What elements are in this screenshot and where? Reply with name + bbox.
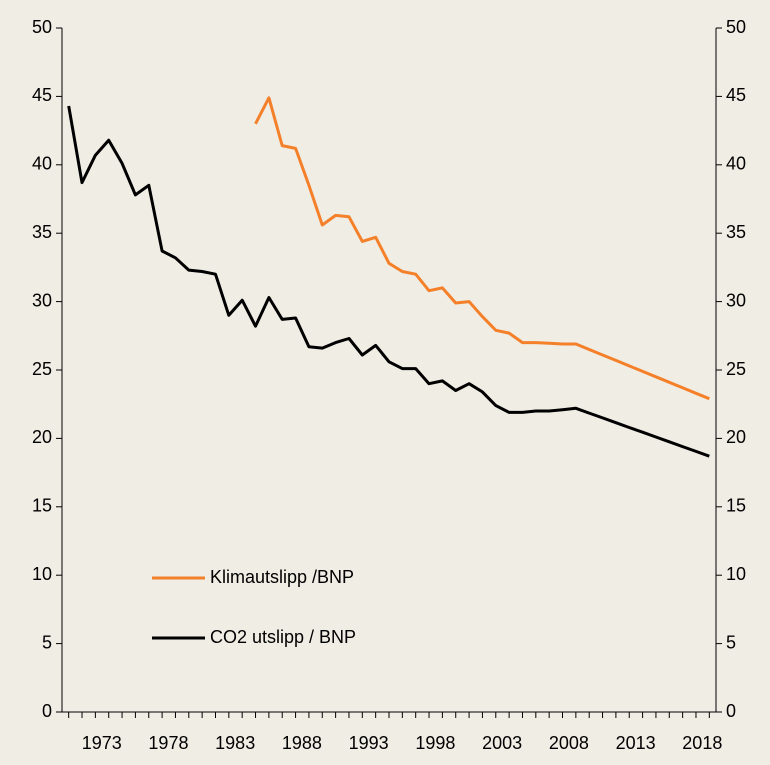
x-tick-label: 2003 bbox=[482, 733, 522, 753]
y2-tick-label: 15 bbox=[726, 496, 746, 516]
y2-tick-label: 10 bbox=[726, 564, 746, 584]
x-tick-label: 1978 bbox=[148, 733, 188, 753]
y-tick-label: 20 bbox=[32, 427, 52, 447]
y-tick-label: 45 bbox=[32, 85, 52, 105]
y-tick-label: 5 bbox=[42, 632, 52, 652]
x-tick-label: 1983 bbox=[215, 733, 255, 753]
y2-tick-label: 25 bbox=[726, 359, 746, 379]
x-tick-label: 1993 bbox=[349, 733, 389, 753]
y2-tick-label: 35 bbox=[726, 222, 746, 242]
y-tick-label: 15 bbox=[32, 496, 52, 516]
x-tick-label: 1973 bbox=[82, 733, 122, 753]
y-tick-label: 10 bbox=[32, 564, 52, 584]
y-tick-label: 40 bbox=[32, 154, 52, 174]
x-tick-label: 2008 bbox=[549, 733, 589, 753]
y2-tick-label: 0 bbox=[726, 701, 736, 721]
y2-tick-label: 50 bbox=[726, 17, 746, 37]
y2-tick-label: 45 bbox=[726, 85, 746, 105]
y2-tick-label: 30 bbox=[726, 290, 746, 310]
legend-label: Klimautslipp /BNP bbox=[210, 567, 354, 587]
y-tick-label: 30 bbox=[32, 290, 52, 310]
legend-label: CO2 utslipp / BNP bbox=[210, 627, 356, 647]
x-tick-label: 2013 bbox=[616, 733, 656, 753]
y-tick-label: 35 bbox=[32, 222, 52, 242]
x-tick-label: 1998 bbox=[415, 733, 455, 753]
y2-tick-label: 5 bbox=[726, 632, 736, 652]
y2-tick-label: 20 bbox=[726, 427, 746, 447]
series-line bbox=[254, 96, 710, 401]
y2-tick-label: 40 bbox=[726, 154, 746, 174]
x-tick-label: 1988 bbox=[282, 733, 322, 753]
y-tick-label: 0 bbox=[42, 701, 52, 721]
series-line bbox=[67, 105, 710, 458]
x-tick-label: 2018 bbox=[682, 733, 722, 753]
y-tick-label: 25 bbox=[32, 359, 52, 379]
y-tick-label: 50 bbox=[32, 17, 52, 37]
